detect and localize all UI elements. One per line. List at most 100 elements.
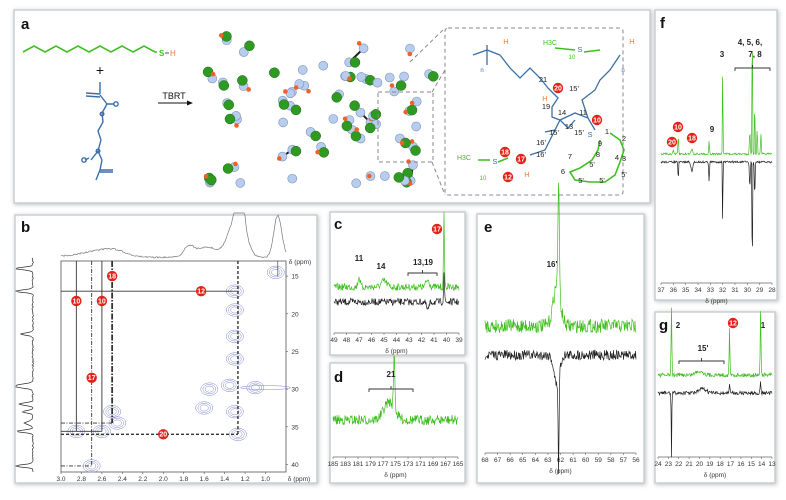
y-tick-label: 35 [291,424,299,431]
atom-number-label: 13 [565,122,573,131]
hydrogen-bead [354,127,359,132]
x-tick-label: 35 [682,287,690,294]
atom-number-label: 6 [561,167,565,176]
x-tick-label: 169 [428,461,439,468]
panel-label-g: g [659,317,668,334]
x-tick-label: 23 [665,461,673,468]
x-tick-label: 22 [675,461,683,468]
atom-number-label: 5' [578,176,584,185]
peak-red-label-text: 12 [729,320,737,327]
x-tick-label: 59 [595,457,603,464]
x-tick-label: 18 [717,461,725,468]
peak-label: 13,19 [413,258,434,267]
y-tick-label: 40 [291,462,299,469]
plus-sign: + [96,62,104,78]
thiol-end-bead [407,105,417,115]
x-tick-label: 165 [453,461,464,468]
backbone-bead [400,72,409,81]
x-tick-label: 181 [353,461,364,468]
panel-label-b: b [21,219,30,236]
hydrogen-label: H [524,170,529,179]
peak-label: 7, 8 [748,50,762,59]
x-axis-label: δ (ppm) [384,472,406,479]
peak-label: 11 [355,254,364,263]
atom-number-label: 21 [539,75,547,84]
x-tick-label: 67 [494,457,502,464]
x-tick-label: 21 [685,461,693,468]
x-axis-label: δ (ppm) [705,298,727,305]
x-tick-label: 1.0 [261,476,270,483]
x-tick-label: 17 [727,461,735,468]
atom-number-label: 2 [622,134,626,143]
methyl-label: H3C [457,155,471,162]
atom-number-label: 1 [605,127,609,136]
peak-label: 4, 5, 6, [738,38,762,47]
x-tick-label: 32 [719,287,727,294]
y-tick-label: 25 [291,349,299,356]
x-axis-label: δ (ppm) [549,468,571,475]
thiol-end-bead [371,109,381,119]
hydrogen-bead [294,85,299,90]
hydrogen-bead [246,87,251,92]
hydrogen-bead [390,83,395,88]
hydrogen-bead [400,141,405,146]
x-tick-label: 167 [440,461,451,468]
backbone-bead [319,61,328,70]
thiol-end-bead [237,75,247,85]
backbone-bead [329,114,338,123]
x-tick-label: 173 [403,461,414,468]
x-tick-label: 20 [696,461,704,468]
carbon-red-label-text: 10 [593,117,601,124]
hydrogen-bead [211,72,216,77]
methyl-label: H3C [543,40,557,47]
sulfur-label: S [577,45,582,54]
x-axis-label: δ (ppm) [704,472,726,479]
x-tick-label: 46 [368,337,376,344]
panel-label-a: a [21,16,30,33]
panel-e-frame [477,214,644,483]
panel-b-frame [15,215,317,483]
y-tick-label: 30 [291,387,299,394]
hydrogen-bead [367,174,372,179]
carbon-red-label-text: 17 [517,156,525,163]
correlation-red-label-text: 10 [72,298,80,305]
hydrogen-bead [306,89,311,94]
thiol-end-bead [350,101,360,111]
thiol-end-bead [394,172,404,182]
backbone-bead [288,174,297,183]
x-tick-label: 16 [737,461,745,468]
x-tick-label: 30 [744,287,752,294]
backbone-bead [357,72,366,81]
atom-number-label: 9 [598,139,602,148]
hydrogen-bead [277,156,282,161]
atom-number-label: 19 [542,102,550,111]
backbone-bead [298,65,307,74]
thiol-end-bead [411,146,421,156]
x-tick-label: 39 [455,337,463,344]
atom-number-label: 15' [574,128,584,137]
carbon-red-label-text: 18 [501,149,509,156]
hydrogen-label: H [503,37,508,46]
x-tick-label: 3.0 [56,476,65,483]
peak-red-label-text: 10 [674,124,682,131]
peak-label: 1 [761,321,766,330]
thiol-end-bead [319,147,329,157]
x-tick-label: 2.0 [159,476,168,483]
peak-label: 2 [676,321,681,330]
thiol-sulfur: S [159,49,165,58]
x-axis-label: δ (ppm) [288,476,310,483]
x-tick-label: 28 [768,287,776,294]
thiol-end-bead [396,81,406,91]
x-tick-label: 15 [748,461,756,468]
atom-number-label: 5' [589,160,595,169]
thiol-end-bead [224,100,234,110]
atom-number-label: 5' [599,176,605,185]
correlation-red-label-text: 20 [159,432,167,439]
atom-number-label: 5' [621,170,627,179]
atom-number-label: 4 [615,153,619,162]
thiol-end-bead [244,41,254,51]
correlation-red-label-text: 18 [108,273,116,280]
reaction-label: TBRT [162,91,186,101]
x-tick-label: 29 [756,287,764,294]
